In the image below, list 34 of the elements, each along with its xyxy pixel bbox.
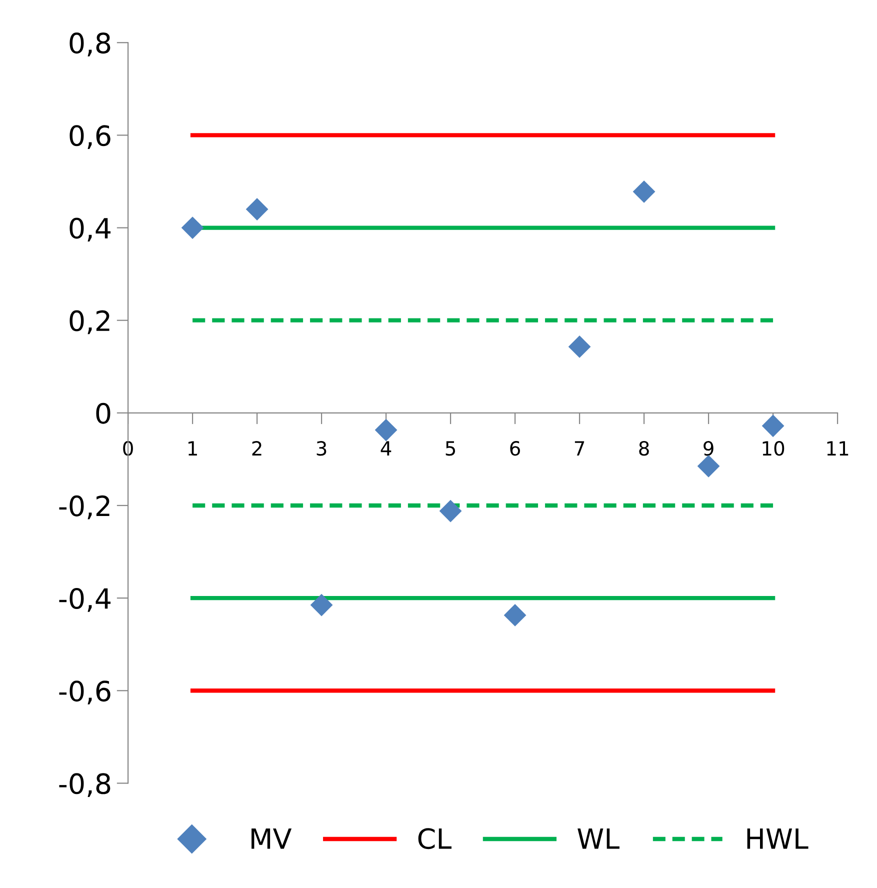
y-tick-label: 0,4	[70, 218, 111, 242]
x-tick-label: 6	[510, 441, 520, 456]
x-tick-label: 9	[704, 441, 714, 456]
x-tick-label: 8	[639, 441, 649, 456]
x-tick-label: 2	[252, 441, 262, 456]
point	[374, 418, 398, 442]
point	[181, 216, 204, 239]
legend-label: MV	[252, 828, 292, 849]
y-tick-label: 0	[96, 402, 110, 424]
x-tick-label: 3	[316, 441, 326, 456]
y-tick-label: -0,4	[59, 588, 111, 612]
point	[697, 454, 720, 478]
point	[310, 594, 333, 616]
point	[439, 500, 462, 522]
y-tick-label: 0,2	[70, 310, 110, 334]
x-tick-label: 5	[446, 441, 456, 456]
point	[762, 414, 784, 438]
y-tick-label: 0,6	[70, 125, 110, 149]
x-tick-label: 10	[762, 441, 784, 456]
x-tick-label: 11	[827, 441, 848, 456]
point	[504, 604, 526, 626]
legend-label: CL	[418, 828, 452, 850]
legend-label: WL	[578, 828, 620, 849]
x-tick-label: 4	[380, 441, 392, 456]
y-tick-label: -0,2	[59, 495, 110, 520]
x-tick-label: 1	[188, 441, 197, 456]
x-tick-label: 7	[574, 441, 584, 456]
point	[632, 180, 656, 203]
legend-label: HWL	[747, 828, 808, 849]
point	[246, 198, 268, 220]
y-tick-label: -0,8	[59, 773, 110, 797]
point	[568, 336, 591, 358]
y-tick-label: -0,6	[59, 680, 110, 704]
y-tick-label: 0,8	[70, 32, 110, 56]
